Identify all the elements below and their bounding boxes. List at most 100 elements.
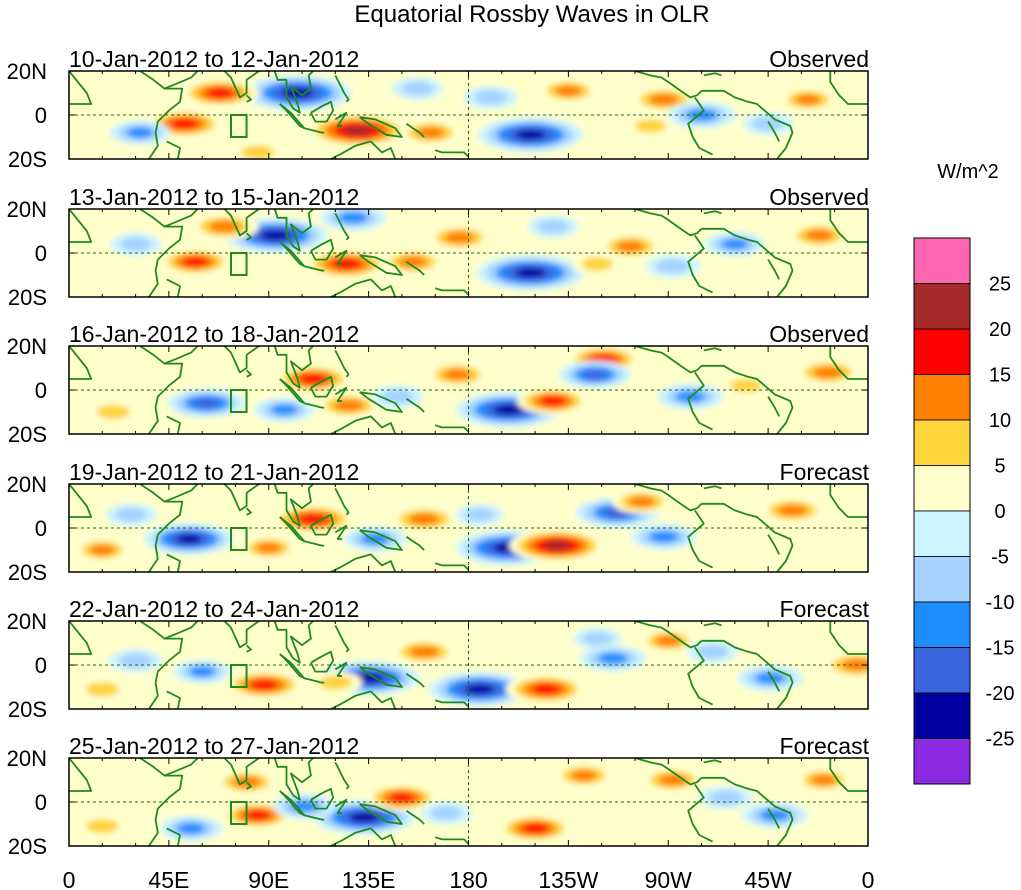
coastline-4 (166, 827, 181, 846)
colorbar-swatch-2 (913, 283, 971, 330)
panel-date-label: 25-Jan-2012 to 27-Jan-2012 (69, 733, 359, 759)
anomaly-10-level-3 (338, 212, 368, 224)
coastline-18 (687, 646, 714, 706)
anomaly-9-level-3 (399, 256, 428, 268)
coastline-23 (767, 121, 781, 142)
coastline-1 (69, 484, 93, 518)
anomaly-4-level-5 (175, 534, 202, 544)
x-tick-label: 135W (538, 867, 598, 890)
coastline-17 (634, 484, 703, 512)
anomaly-3-level-5 (515, 129, 546, 140)
coastline-22 (829, 346, 868, 380)
anomaly-14-level-2 (709, 790, 743, 805)
colorbar-frame (913, 237, 971, 785)
anomaly-15-level-2 (696, 644, 729, 659)
coastline-22 (829, 71, 868, 105)
coastline-1 (69, 758, 93, 792)
coastline-9 (304, 265, 325, 272)
coastline-4 (166, 140, 181, 159)
coastline-14 (328, 553, 397, 572)
coastline-8 (279, 103, 306, 130)
coastline-7 (273, 209, 314, 252)
reference-box (230, 114, 248, 138)
anomaly-8-level-3 (655, 635, 681, 647)
colorbar-swatch-9 (913, 601, 971, 648)
x-tick-label: 45W (744, 867, 792, 890)
x-tick-label: 45E (148, 867, 189, 890)
anomaly-8-level-4 (193, 398, 221, 409)
anomaly-4-level-4 (206, 88, 234, 98)
coastline-12 (334, 386, 348, 402)
anomaly-2-level-4 (298, 514, 328, 525)
panel-date-label: 19-Jan-2012 to 21-Jan-2012 (69, 459, 359, 485)
coastline-15 (405, 398, 425, 413)
coastline-16 (434, 699, 470, 708)
y-tick-label: 20S (8, 697, 47, 722)
anomaly-13-level-2 (115, 507, 147, 522)
coastline-21 (703, 347, 722, 352)
coastline-23 (767, 259, 781, 280)
anomaly-8-level-3 (805, 229, 834, 241)
coastline-19 (701, 89, 794, 159)
coastline-2 (139, 209, 184, 297)
colorbar-swatch-3 (913, 328, 971, 375)
coastline-19 (701, 364, 794, 434)
anomaly-15-level-2 (119, 237, 152, 252)
y-tick-label: 20N (7, 59, 47, 84)
coastline-7 (273, 71, 314, 114)
chart-title: Equatorial Rossby Waves in OLR (354, 1, 709, 28)
anomaly-blobs (110, 209, 851, 291)
coastline-6 (245, 781, 252, 790)
coastline-11 (334, 761, 350, 790)
coastline-17 (634, 758, 703, 786)
coastline-3 (164, 209, 199, 228)
coastline-19 (701, 502, 794, 572)
anomaly-12-level-3 (649, 531, 679, 543)
coastline-12 (334, 661, 348, 677)
colorbar-label: 20 (989, 319, 1011, 341)
anomaly-1-level-5 (493, 404, 524, 415)
anomaly-16-level-2 (241, 145, 275, 159)
anomaly-7-level-3 (555, 85, 582, 97)
coastline-16 (434, 562, 470, 571)
panel-type-label: Forecast (780, 459, 870, 485)
coastline-11 (334, 212, 350, 241)
anomaly-blobs (86, 346, 862, 428)
coastline-21 (703, 72, 722, 77)
coastline-17 (634, 621, 703, 649)
coastline-21 (703, 759, 722, 764)
x-tick-label: 90E (248, 867, 289, 890)
anomaly-7-level-3 (616, 240, 645, 252)
anomaly-9-level-3 (810, 774, 837, 786)
y-tick-label: 0 (35, 241, 47, 266)
coastline-18 (687, 783, 714, 843)
anomaly-5-level-3 (209, 220, 240, 233)
coastline-3 (164, 621, 199, 640)
coastlines (69, 484, 868, 572)
anomaly-1-level-5 (260, 230, 291, 241)
anomaly-11-level-2 (118, 653, 153, 668)
coastline-1 (69, 346, 93, 380)
coastline-6 (245, 94, 252, 103)
anomaly-2-level-5 (464, 684, 495, 695)
reference-box (230, 527, 248, 551)
anomaly-7-level-3 (777, 504, 808, 517)
anomaly-12-level-2 (85, 819, 119, 834)
anomaly-12-level-2 (634, 119, 667, 133)
anomaly-13-level-2 (381, 389, 414, 404)
coastline-2 (139, 758, 184, 846)
anomaly-8-level-3 (628, 496, 655, 507)
coastlines (69, 346, 868, 434)
anomaly-5-level-3 (409, 646, 439, 658)
y-tick-label: 0 (35, 378, 47, 403)
colorbar-label: -5 (991, 547, 1009, 569)
colorbar-swatch-4 (913, 374, 971, 421)
coastline-8 (279, 378, 306, 405)
panel-field (69, 71, 868, 159)
coastline-10 (310, 375, 335, 398)
coastline-15 (405, 123, 425, 138)
coastline-14 (328, 140, 397, 159)
anomaly-8-level-3 (649, 93, 679, 106)
anomaly-13-level-3 (189, 666, 215, 677)
